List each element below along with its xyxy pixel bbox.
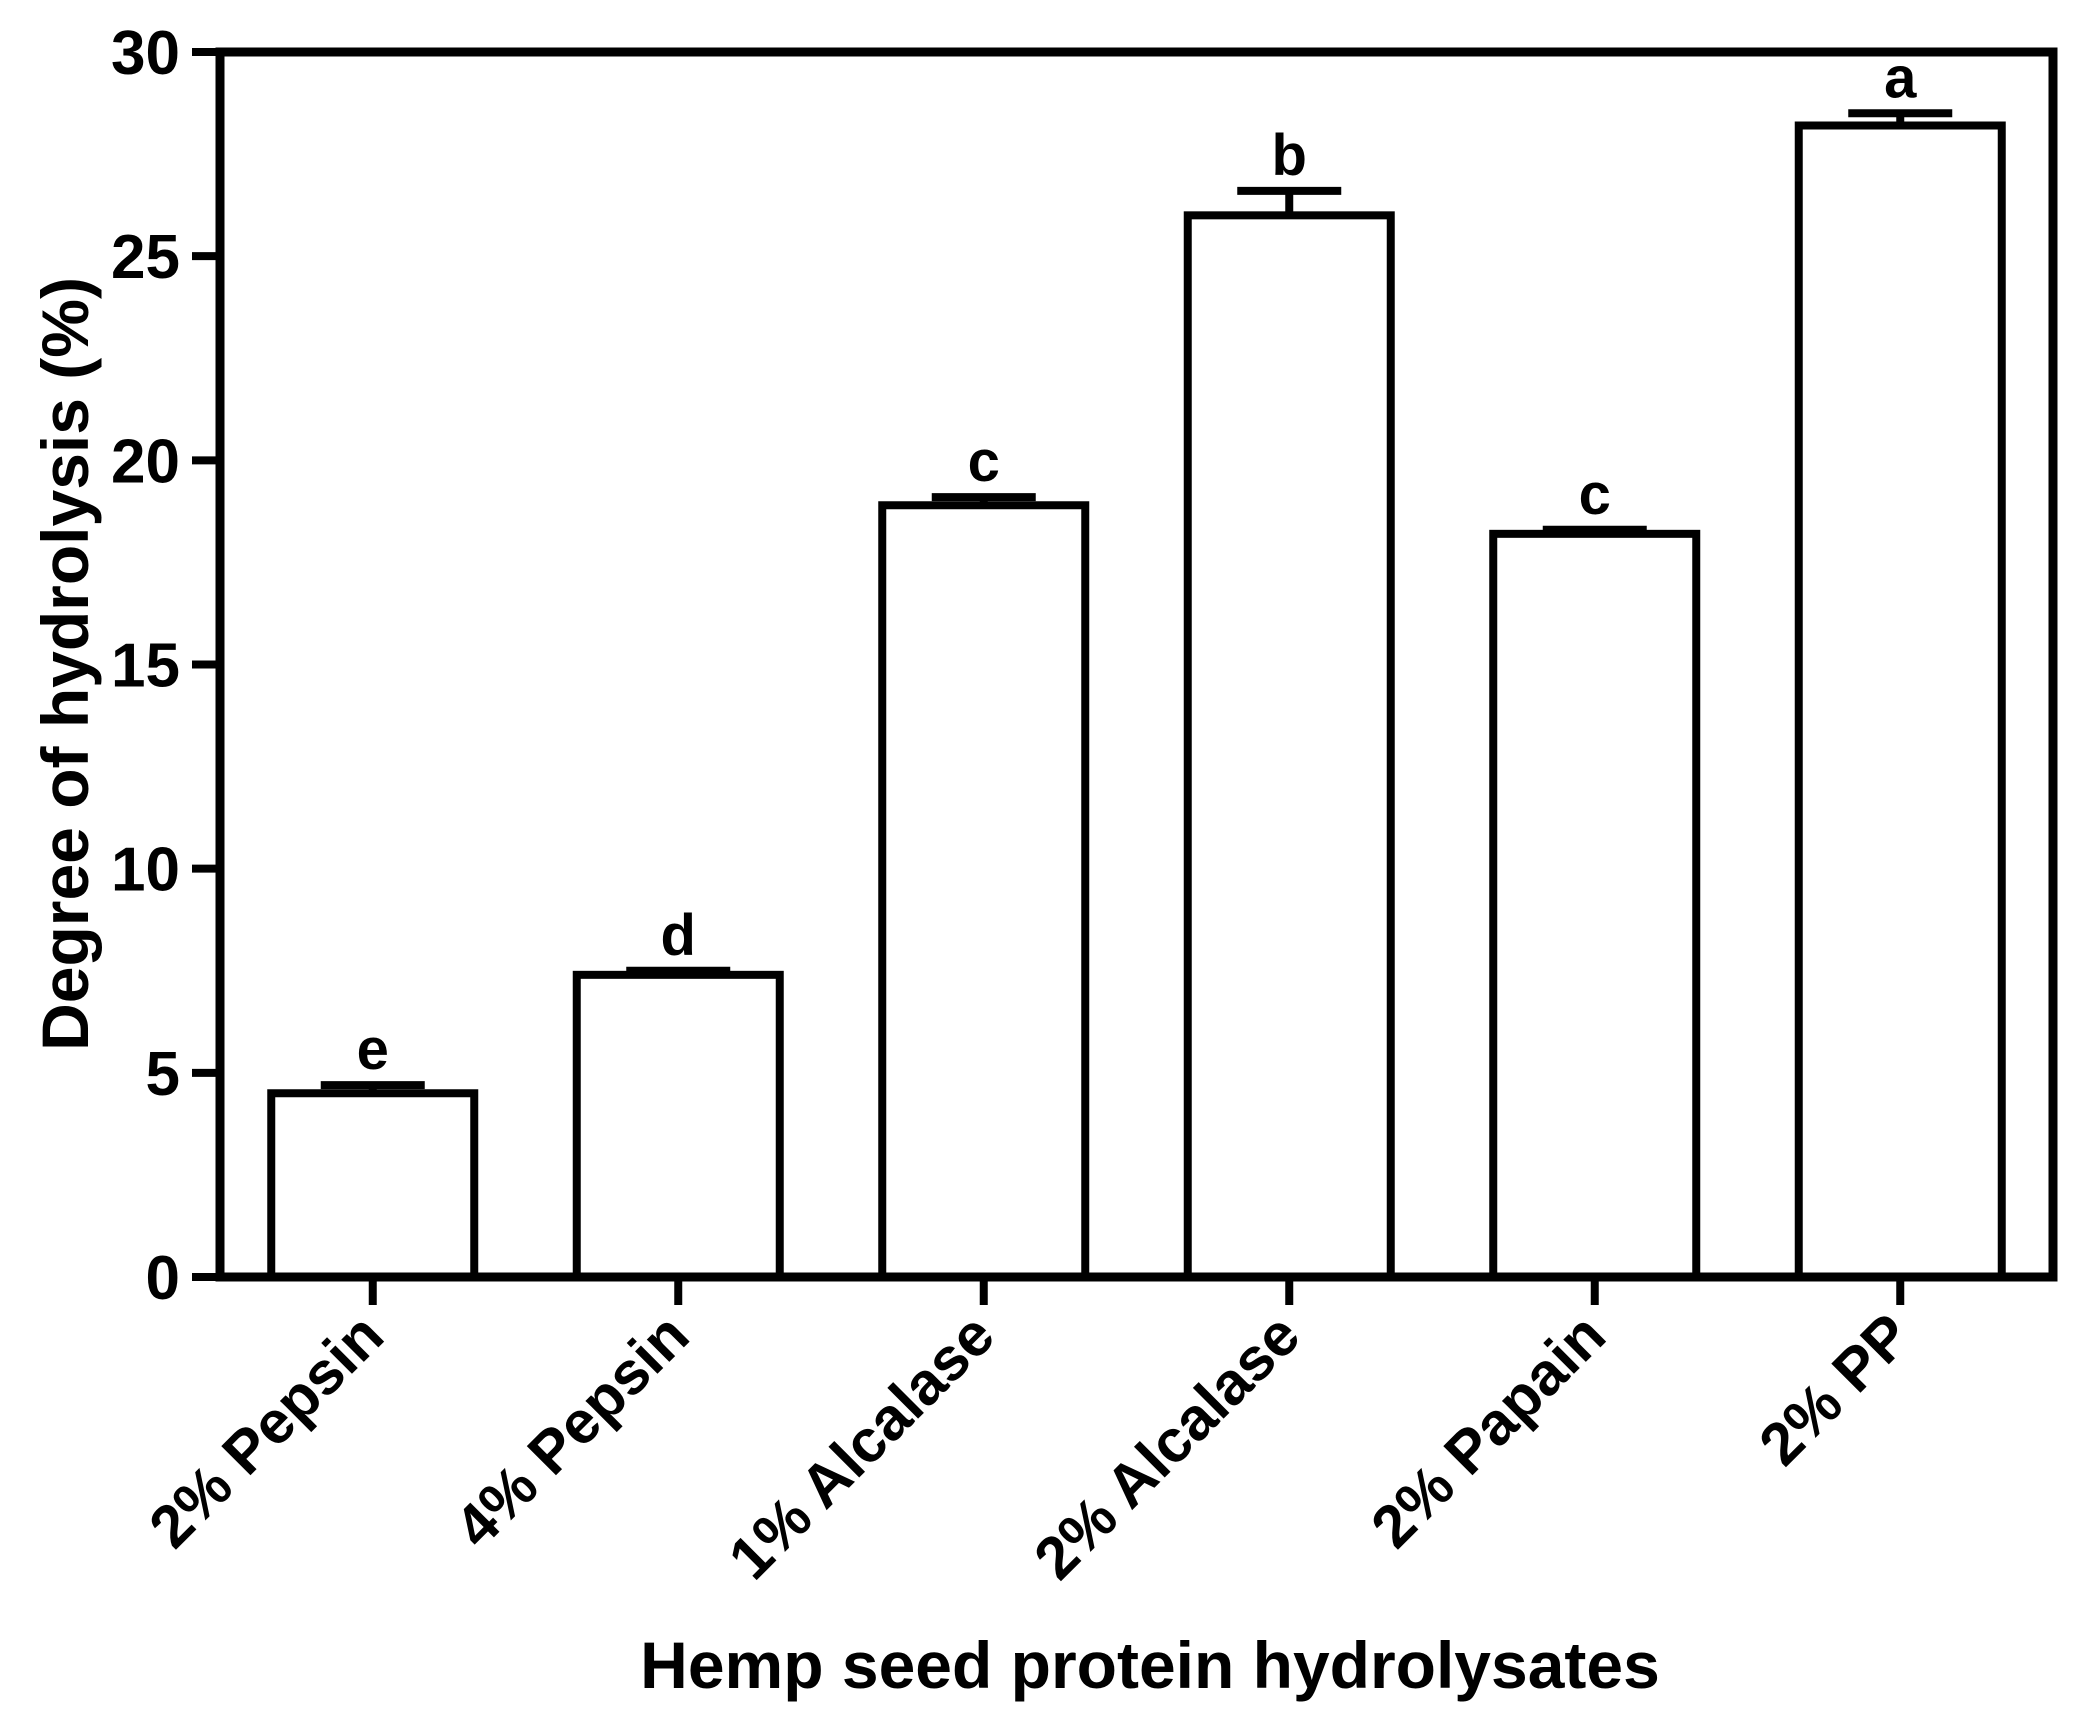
- x-tick-label: 2% PP: [1746, 1301, 1923, 1478]
- bar: [572, 970, 784, 1281]
- y-tick-label: 30: [111, 19, 180, 88]
- y-tick-label: 20: [111, 427, 180, 496]
- error-bars-layer: [320, 109, 1953, 1094]
- significance-letter: b: [1272, 123, 1307, 188]
- x-tick-label: 2% Papain: [1358, 1301, 1618, 1561]
- x-tick-label: 1% Alcalase: [716, 1301, 1007, 1592]
- bar: [1794, 121, 2006, 1281]
- y-tick-label: 15: [111, 632, 180, 701]
- y-axis-label: Degree of hydrolysis (%): [28, 277, 102, 1051]
- x-tick-label: 4% Pepsin: [442, 1301, 702, 1561]
- y-tick-label: 25: [111, 223, 180, 292]
- significance-letter: e: [357, 1017, 389, 1082]
- bar: [1183, 211, 1395, 1281]
- y-axis-ticks: 0 5 10 15 20 25 30: [111, 19, 220, 1313]
- bar: [878, 501, 1090, 1281]
- x-tick-label: 2% Alcalase: [1021, 1301, 1312, 1592]
- plot-frame: [215, 47, 2058, 1282]
- y-tick-label: 5: [146, 1040, 180, 1109]
- bars-layer: [267, 121, 2006, 1281]
- y-tick-label: 10: [111, 836, 180, 905]
- bar: [1489, 529, 1701, 1281]
- significance-letter: c: [1579, 462, 1611, 527]
- bar: [267, 1089, 479, 1281]
- significance-letter: d: [661, 903, 696, 968]
- x-axis-ticks: 2% Pepsin 4% Pepsin 1% Alcalase 2% Alcalase…: [136, 1277, 1923, 1592]
- x-axis-label: Hemp seed protein hydrolysates: [640, 1628, 1660, 1702]
- y-tick-label: 0: [146, 1244, 180, 1313]
- x-tick-label: 2% Pepsin: [136, 1301, 396, 1561]
- significance-letter: c: [968, 429, 1000, 494]
